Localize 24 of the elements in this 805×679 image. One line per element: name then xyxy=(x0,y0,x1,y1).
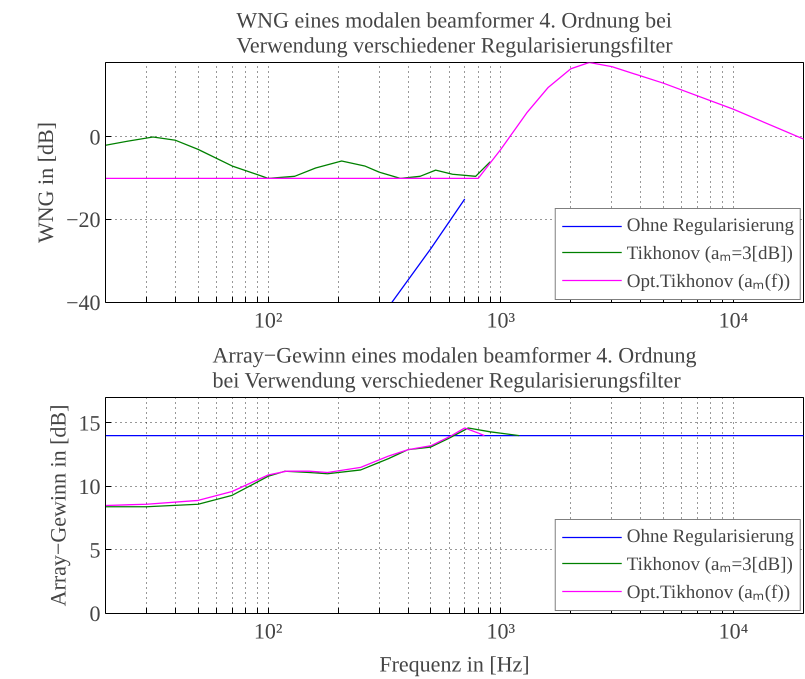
legend-label: Ohne Regularisierung xyxy=(626,526,794,548)
y-tick-label: 5 xyxy=(90,537,100,562)
chart-title: WNG eines modalen beamformer 4. Ordnung bei Verwendung verschiedener Regularisierungsfilter xyxy=(236,8,674,58)
y-tick-label: 0 xyxy=(90,601,100,626)
y-tick-label: 10 xyxy=(78,474,100,499)
legend-label: Tikhonov (aₘ=3[dB]) xyxy=(626,242,793,265)
x-tick-label: 10³ xyxy=(486,308,516,332)
y-axis-title: Array−Gewinn in [dB] xyxy=(46,404,70,606)
legend-label: Opt.Tikhonov (aₘ(f)) xyxy=(626,581,790,604)
legend-label: Tikhonov (aₘ=3[dB]) xyxy=(626,553,793,576)
x-tick-label: 10⁴ xyxy=(718,308,749,332)
legend-label: Opt.Tikhonov (aₘ(f)) xyxy=(626,270,790,293)
y-tick-label: −40 xyxy=(66,290,101,315)
legend-label: Ohne Regularisierung xyxy=(626,215,794,237)
y-axis-title: WNG in [dB] xyxy=(33,122,58,243)
y-tick-label: −20 xyxy=(66,207,101,232)
y-tick-label: 0 xyxy=(90,124,100,150)
x-tick-label: 10² xyxy=(254,618,283,644)
x-tick-label: 10² xyxy=(254,308,283,332)
y-tick-label: 15 xyxy=(78,410,100,436)
x-tick-label: 10⁴ xyxy=(718,618,749,644)
x-axis-title: Frequenz in [Hz] xyxy=(379,652,530,676)
x-tick-label: 10³ xyxy=(486,618,516,644)
chart-title: Array−Gewinn eines modalen beamformer 4. Ordnung bei Verwendung verschiedener Regularisierungsfilter xyxy=(212,342,697,392)
